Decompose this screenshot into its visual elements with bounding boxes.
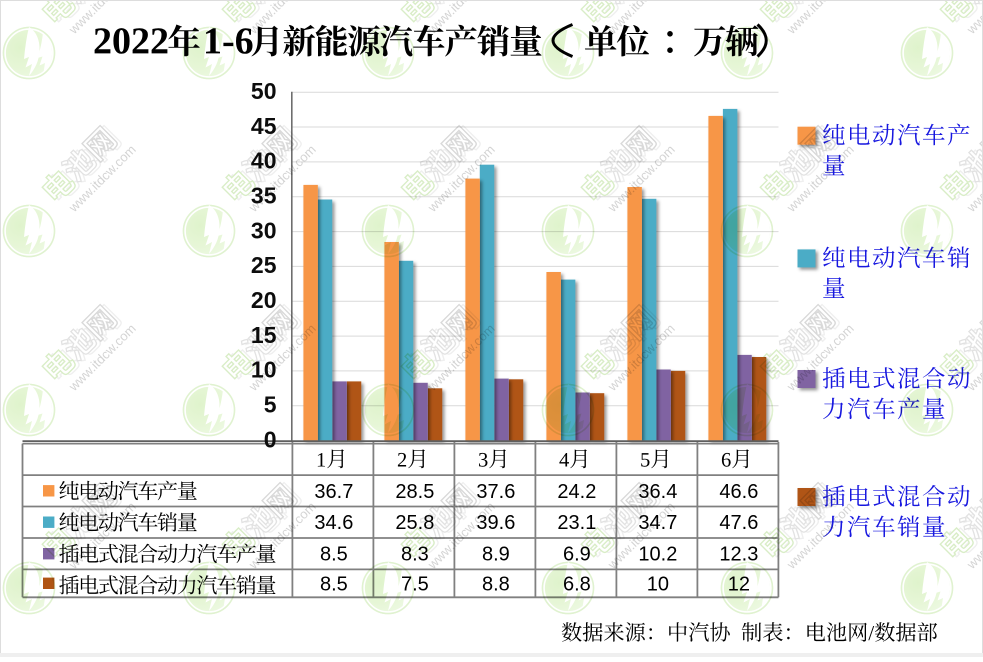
- svg-text:0: 0: [264, 426, 277, 452]
- svg-text:23.1: 23.1: [557, 512, 596, 534]
- svg-text:8.9: 8.9: [482, 544, 510, 566]
- svg-text:12.3: 12.3: [719, 544, 758, 566]
- svg-text:25: 25: [251, 252, 277, 278]
- svg-text:5: 5: [264, 392, 277, 418]
- svg-text:30: 30: [251, 217, 277, 243]
- svg-text:8.8: 8.8: [482, 573, 510, 595]
- svg-text:24.2: 24.2: [557, 481, 596, 503]
- svg-text:37.6: 37.6: [476, 481, 515, 503]
- svg-text:47.6: 47.6: [719, 512, 758, 534]
- svg-text:6.9: 6.9: [563, 544, 591, 566]
- svg-text:20: 20: [251, 287, 277, 313]
- svg-text:50: 50: [251, 78, 277, 104]
- svg-text:8.5: 8.5: [320, 573, 348, 595]
- svg-text:34.6: 34.6: [314, 512, 353, 534]
- svg-text:36.7: 36.7: [314, 481, 353, 503]
- svg-text:10.2: 10.2: [638, 544, 677, 566]
- svg-text:46.6: 46.6: [719, 481, 758, 503]
- svg-text:10: 10: [647, 573, 669, 595]
- svg-text:8.5: 8.5: [320, 544, 348, 566]
- svg-text:28.5: 28.5: [395, 481, 434, 503]
